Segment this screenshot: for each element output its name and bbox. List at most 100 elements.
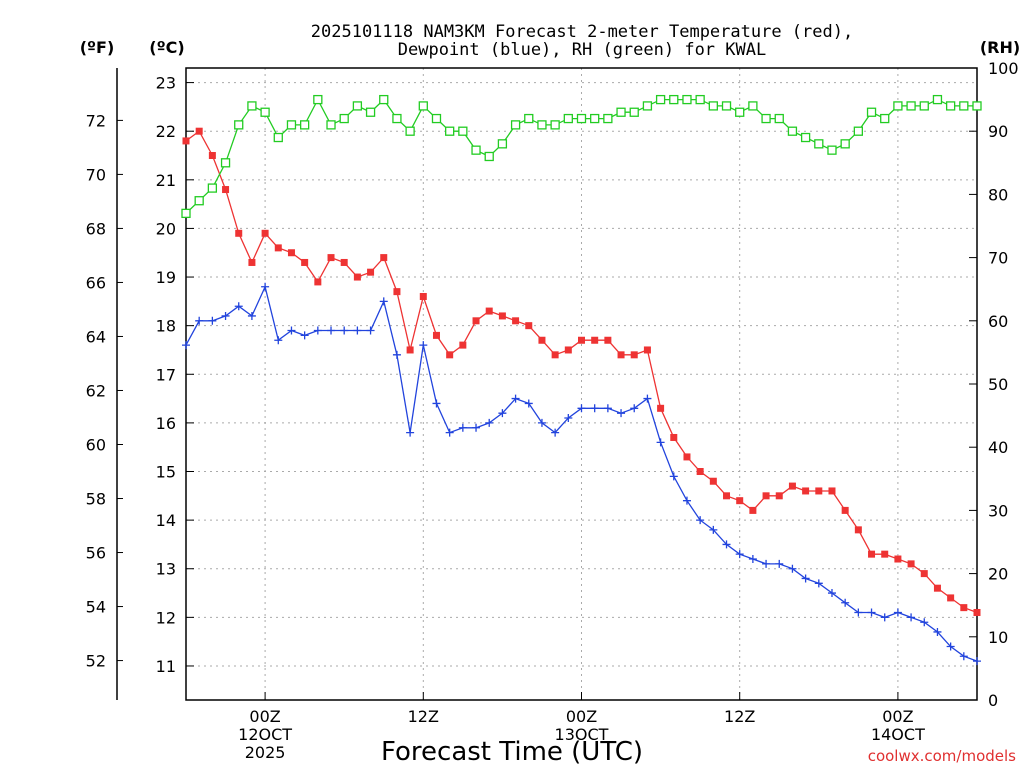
data-point-temperature: [736, 497, 744, 505]
data-point-dewpoint: [709, 525, 718, 534]
data-point-dewpoint: [472, 423, 481, 432]
data-point-dewpoint: [498, 409, 507, 418]
data-point-rh: [682, 94, 692, 105]
data-point-rh: [299, 120, 310, 130]
data-point-temperature: [775, 492, 783, 500]
data-point-temperature: [525, 322, 533, 330]
data-point-dewpoint: [234, 302, 243, 311]
y-tick-label-fahrenheit: 52: [86, 652, 106, 671]
y-tick-label-fahrenheit: 64: [86, 327, 106, 346]
data-point-temperature: [630, 351, 638, 359]
data-point-dewpoint: [735, 550, 744, 559]
data-point-rh: [669, 94, 679, 105]
data-point-rh: [576, 113, 587, 124]
data-point-dewpoint: [867, 608, 876, 617]
data-point-dewpoint: [300, 331, 309, 340]
data-point-rh: [708, 101, 718, 111]
data-point-rh: [392, 113, 402, 124]
data-point-temperature: [538, 336, 546, 344]
data-point-rh: [629, 107, 639, 117]
data-point-temperature: [274, 244, 282, 252]
data-point-dewpoint: [247, 311, 256, 320]
data-point-rh: [234, 120, 244, 130]
data-point-temperature: [551, 351, 559, 359]
data-point-dewpoint: [630, 404, 639, 413]
data-point-rh: [510, 120, 521, 130]
y-tick-label-rh: 30: [988, 501, 1008, 520]
unit-label-fahrenheit: (ºF): [80, 38, 115, 57]
chart-title-line2: Dewpoint (blue), RH (green) for KWAL: [398, 40, 766, 60]
data-point-rh: [458, 126, 468, 136]
y-tick-label-rh: 40: [988, 438, 1008, 457]
data-point-temperature: [933, 584, 941, 592]
tick-labels: 1112131415161718192021222300Z12OCT202512…: [86, 59, 1019, 762]
data-point-dewpoint: [274, 336, 283, 345]
y-tick-label-fahrenheit: 56: [86, 544, 106, 563]
y-tick-label-fahrenheit: 54: [86, 598, 106, 617]
data-point-temperature: [498, 312, 506, 320]
data-point-rh: [286, 120, 297, 130]
data-point-temperature: [788, 482, 796, 490]
data-point-dewpoint: [221, 311, 230, 320]
data-point-dewpoint: [893, 608, 902, 617]
y-tick-label-fahrenheit: 60: [86, 435, 106, 454]
data-point-dewpoint: [841, 598, 850, 607]
data-point-dewpoint: [564, 414, 573, 423]
data-point-dewpoint: [313, 326, 322, 335]
y-tick-label-rh: 60: [988, 312, 1008, 331]
y-tick-label-celsius: 15: [156, 463, 176, 482]
data-point-dewpoint: [208, 316, 217, 325]
data-point-rh: [655, 94, 666, 105]
data-point-dewpoint: [537, 418, 546, 427]
data-point-rh: [352, 101, 363, 111]
data-point-rh: [642, 101, 653, 111]
data-point-rh: [853, 126, 863, 136]
y-tick-label-rh: 10: [988, 628, 1008, 647]
data-point-temperature: [432, 331, 440, 339]
data-point-dewpoint: [327, 326, 336, 335]
x-tick-label: 00Z: [249, 707, 280, 726]
data-point-rh: [695, 94, 705, 105]
data-point-dewpoint: [445, 428, 454, 437]
data-point-rh: [418, 101, 428, 111]
data-point-rh: [550, 120, 560, 130]
data-point-temperature: [683, 453, 691, 461]
data-point-rh: [827, 145, 837, 155]
data-point-dewpoint: [590, 404, 599, 413]
y-tick-label-celsius: 14: [156, 511, 176, 530]
data-point-temperature: [657, 404, 665, 412]
data-point-dewpoint: [669, 472, 678, 481]
data-point-rh: [721, 101, 732, 111]
y-tick-label-celsius: 12: [156, 608, 176, 627]
data-point-rh: [273, 132, 283, 143]
data-point-rh: [405, 126, 415, 136]
data-point-rh: [774, 113, 784, 124]
data-point-temperature: [222, 186, 230, 194]
data-point-dewpoint: [577, 404, 586, 413]
data-point-dewpoint: [801, 574, 810, 583]
data-point-rh: [880, 113, 890, 124]
y-tick-label-celsius: 23: [156, 74, 176, 93]
data-point-temperature: [841, 506, 849, 514]
data-point-temperature: [604, 336, 612, 344]
data-point-rh: [919, 101, 929, 111]
data-point-rh: [945, 101, 956, 111]
chart-title: 2025101118 NAM3KM Forecast 2-meter Tempe…: [311, 22, 853, 60]
data-point-rh: [247, 101, 257, 111]
y-tick-label-fahrenheit: 68: [86, 219, 106, 238]
data-point-dewpoint: [933, 627, 942, 636]
y-tick-label-celsius: 20: [156, 219, 176, 238]
unit-label-rh: (RH): [980, 38, 1020, 57]
data-point-temperature: [947, 594, 955, 602]
data-point-dewpoint: [419, 341, 428, 350]
data-point-dewpoint: [182, 341, 190, 350]
data-point-rh: [194, 196, 204, 206]
data-point-rh: [748, 101, 758, 111]
data-point-temperature: [314, 278, 322, 286]
data-point-dewpoint: [551, 428, 560, 437]
data-point-dewpoint: [880, 613, 889, 622]
data-point-temperature: [591, 336, 599, 344]
data-point-temperature: [446, 351, 454, 359]
data-point-rh: [735, 107, 745, 117]
y-tick-label-celsius: 11: [156, 657, 176, 676]
